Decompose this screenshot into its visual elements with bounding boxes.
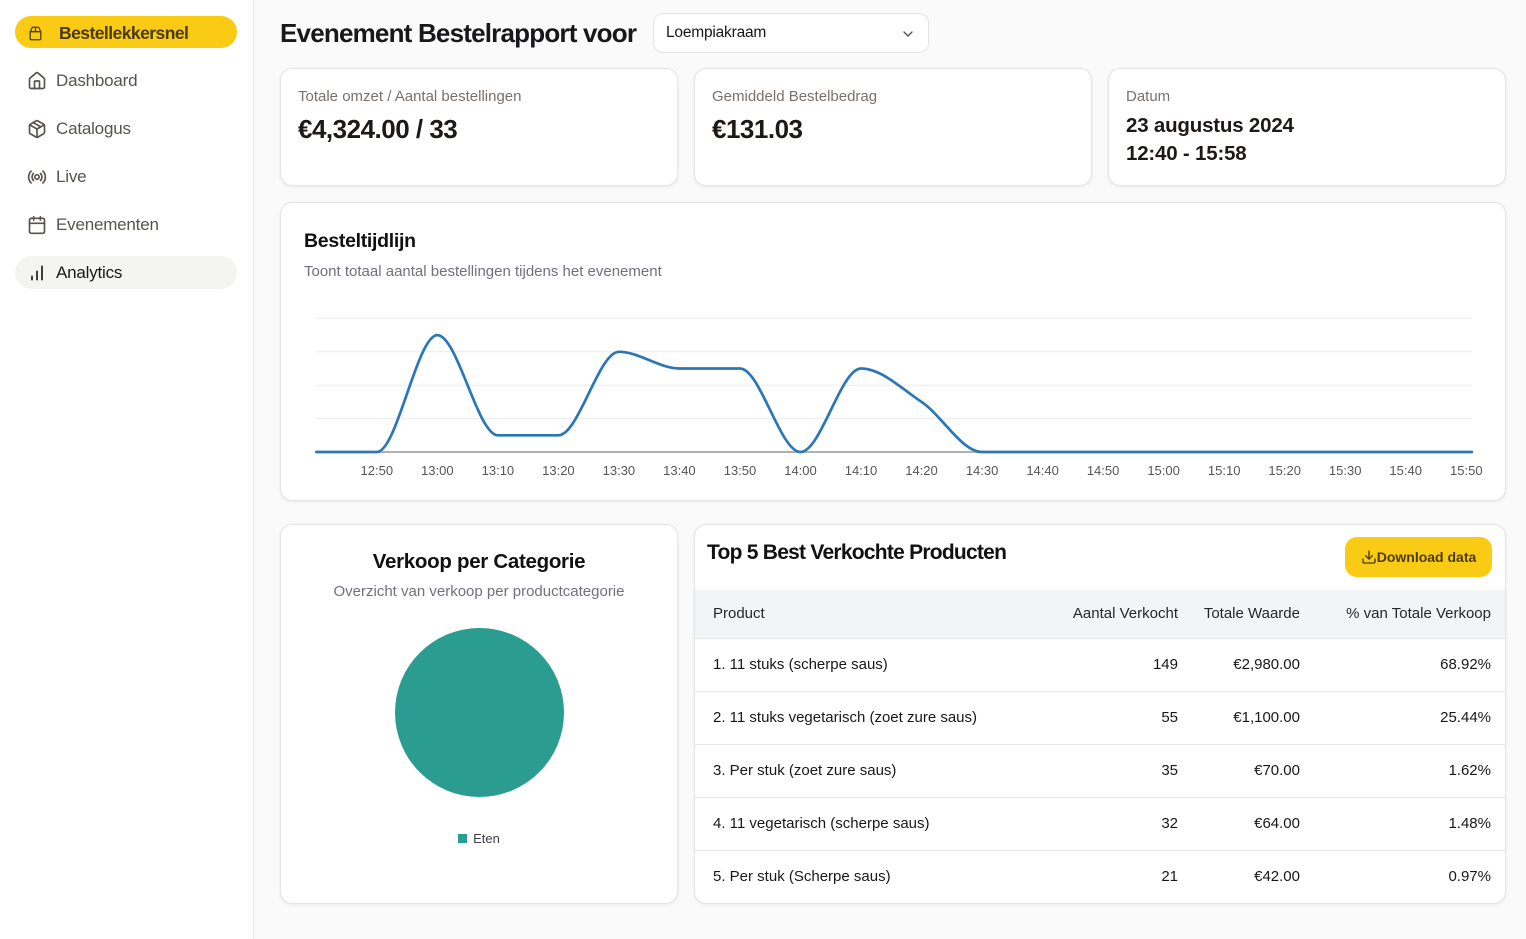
svg-text:13:00: 13:00 [421,463,454,478]
svg-text:15:30: 15:30 [1329,463,1362,478]
svg-text:14:20: 14:20 [905,463,938,478]
svg-text:15:40: 15:40 [1389,463,1422,478]
svg-text:14:30: 14:30 [966,463,999,478]
svg-text:15:00: 15:00 [1147,463,1180,478]
svg-text:15:10: 15:10 [1208,463,1241,478]
svg-text:13:20: 13:20 [542,463,575,478]
svg-text:15:20: 15:20 [1268,463,1301,478]
svg-text:12:50: 12:50 [361,463,394,478]
svg-text:13:10: 13:10 [482,463,515,478]
svg-text:13:40: 13:40 [663,463,696,478]
svg-text:14:40: 14:40 [1026,463,1059,478]
svg-text:14:50: 14:50 [1087,463,1120,478]
svg-text:14:10: 14:10 [845,463,878,478]
svg-text:13:50: 13:50 [724,463,757,478]
svg-text:14:00: 14:00 [784,463,817,478]
svg-text:13:30: 13:30 [603,463,636,478]
svg-text:15:50: 15:50 [1450,463,1483,478]
